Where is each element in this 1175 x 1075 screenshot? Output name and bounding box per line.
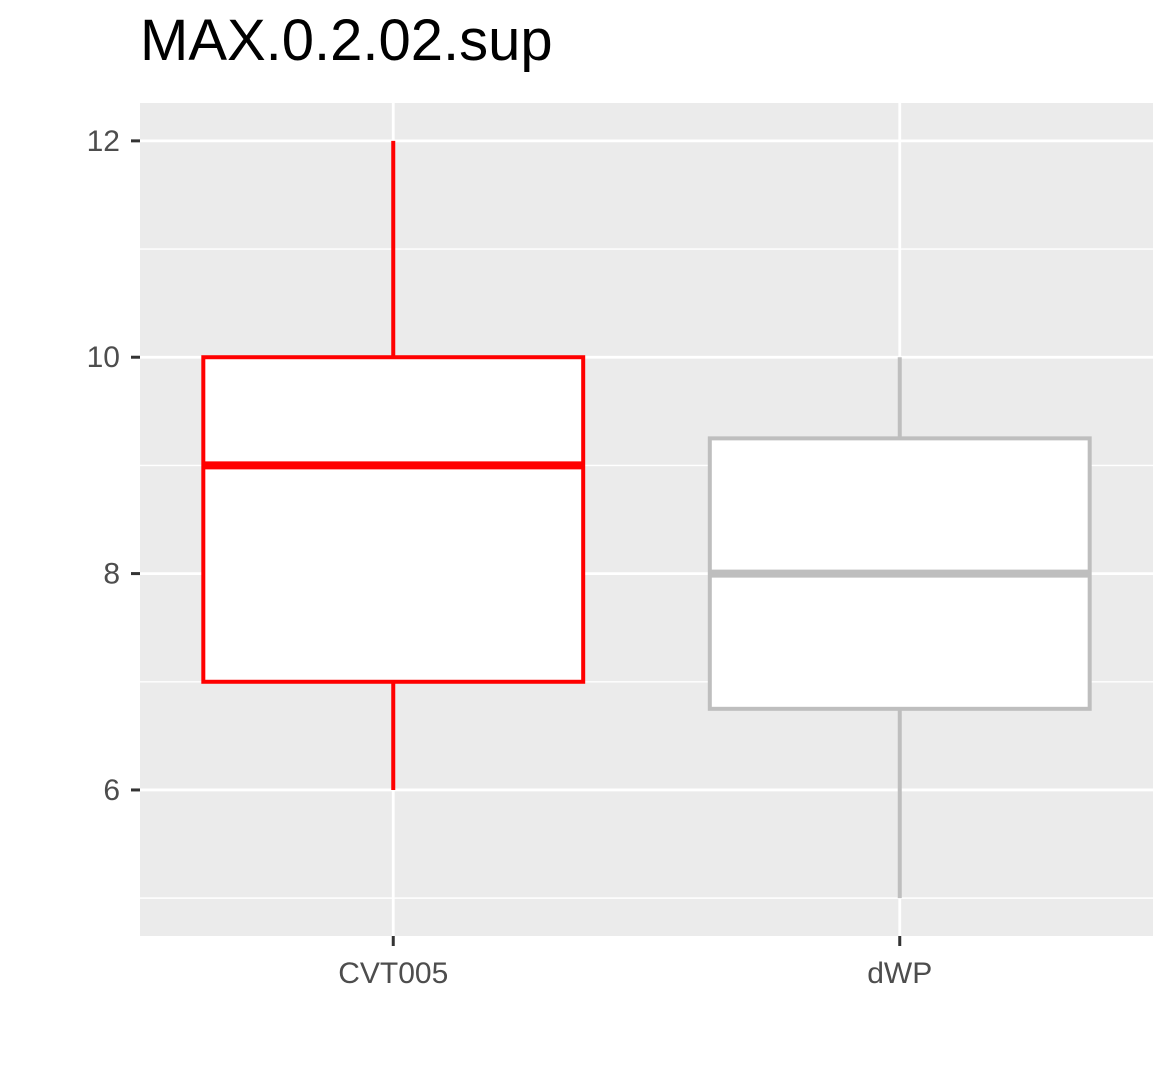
x-tick-label: CVT005 [338,957,448,990]
x-tick-label: dWP [867,957,932,990]
boxes [201,140,1092,899]
y-axis: 6 8 10 12 [87,125,140,807]
chart-title: MAX.0.2.02.sup [140,8,553,73]
y-tick-label: 6 [103,774,120,807]
y-tick-label: 10 [87,341,120,374]
y-tick-label: 12 [87,125,120,158]
iqr-box [201,355,586,684]
box-cvt005 [201,140,586,790]
box-dwp [707,357,1092,899]
y-tick-label: 8 [103,558,120,591]
x-axis: CVT005 dWP [338,936,932,990]
